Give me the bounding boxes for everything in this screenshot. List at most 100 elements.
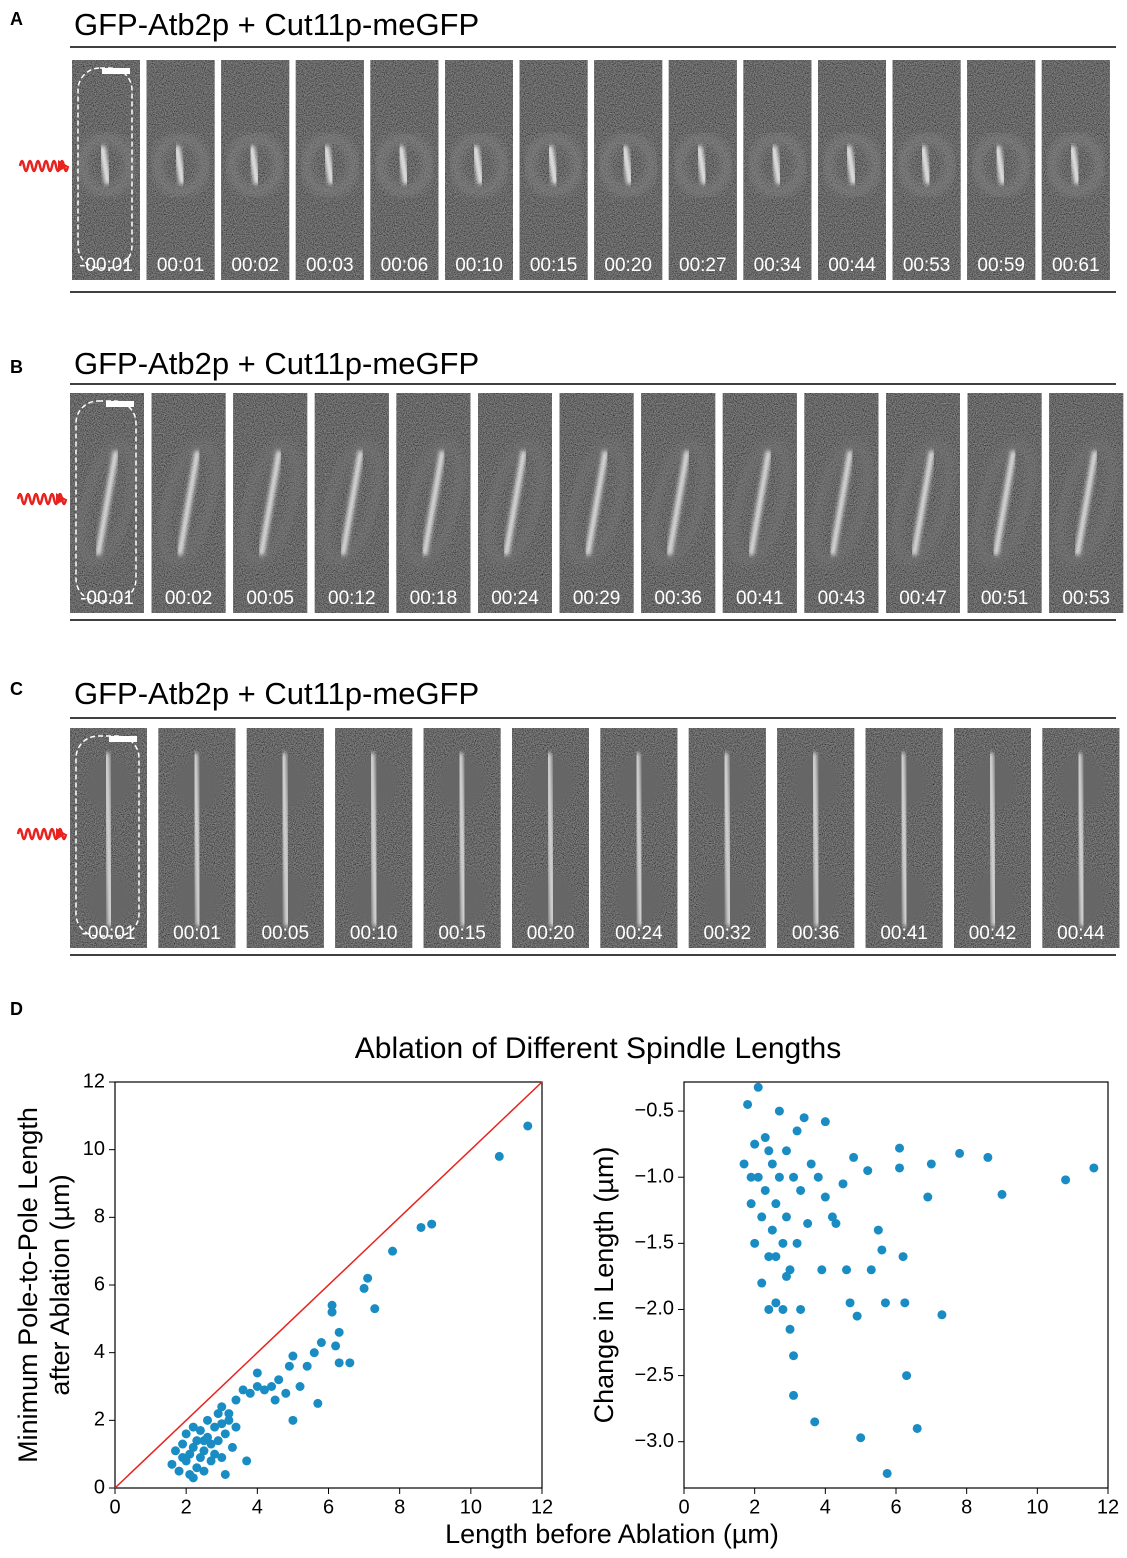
frame: 00:20 <box>512 728 589 948</box>
y-axis-label: Change in Length (µm) <box>589 1147 619 1424</box>
nucleus <box>974 135 1028 195</box>
frame: 00:24 <box>478 393 552 613</box>
timestamp: 00:53 <box>903 255 951 276</box>
spindle <box>546 752 555 927</box>
nucleus <box>404 442 463 564</box>
figure-title: Ablation of Different Spindle Lengths <box>355 1032 841 1065</box>
timestamp: 00:05 <box>262 923 310 944</box>
point <box>199 1466 209 1476</box>
x-tick-label: 4 <box>252 1496 263 1518</box>
point <box>856 1433 866 1443</box>
frame: 00:05 <box>246 728 324 948</box>
spindle <box>994 145 1007 185</box>
frame: 00:05 <box>233 393 308 613</box>
point <box>206 1439 216 1449</box>
point <box>185 1449 195 1459</box>
point <box>288 1415 298 1425</box>
point <box>331 1341 341 1351</box>
point <box>252 1368 262 1378</box>
point <box>192 1463 202 1473</box>
point <box>267 1382 277 1391</box>
point <box>1061 1175 1071 1185</box>
point <box>750 1238 760 1248</box>
point <box>785 1265 795 1275</box>
nucleus <box>975 442 1034 564</box>
point <box>327 1300 337 1310</box>
point <box>199 1436 209 1446</box>
point <box>895 1163 905 1173</box>
point <box>771 1199 781 1209</box>
spindle <box>104 752 113 927</box>
spindle <box>322 145 335 185</box>
point <box>220 1469 230 1479</box>
point <box>210 1449 220 1459</box>
frame: 00:03 <box>295 60 364 280</box>
point <box>416 1222 426 1232</box>
nucleus <box>452 135 506 195</box>
y-axis-label: Minimum Pole-to-Pole Length <box>13 1107 43 1463</box>
point <box>767 1159 777 1169</box>
timestamp: 00:36 <box>654 588 702 609</box>
y-tick-label: 6 <box>94 1273 105 1295</box>
point <box>309 1348 319 1358</box>
frame: 00:53 <box>1049 393 1124 613</box>
timestamp: 00:27 <box>679 255 727 276</box>
x-tick-label: 12 <box>1097 1496 1119 1518</box>
nucleus <box>825 135 879 195</box>
timestamp: 00:29 <box>573 588 621 609</box>
point <box>767 1225 777 1235</box>
point <box>370 1304 380 1314</box>
point <box>242 1456 252 1466</box>
spindle <box>248 145 261 185</box>
spindle <box>1076 752 1086 927</box>
spindle <box>280 752 290 927</box>
timestamp: 00:47 <box>899 588 947 609</box>
spindle <box>1068 145 1081 185</box>
timestamp: 00:61 <box>1052 255 1100 276</box>
point <box>792 1238 802 1248</box>
frame: 00:44 <box>1042 728 1120 948</box>
point <box>898 1252 908 1262</box>
frame: 00:18 <box>396 393 471 613</box>
nucleus <box>894 442 952 564</box>
spindle <box>911 450 935 556</box>
timestamp: 00:34 <box>754 255 802 276</box>
point <box>997 1189 1007 1199</box>
spindle <box>829 450 853 556</box>
scale-bar <box>102 68 130 74</box>
timestamp: 00:43 <box>818 588 866 609</box>
timestamp: 00:20 <box>604 255 652 276</box>
nucleus <box>159 442 218 564</box>
nucleus <box>322 442 381 564</box>
y-tick-label: 8 <box>94 1206 105 1228</box>
nucleus <box>567 442 626 564</box>
point <box>295 1382 305 1391</box>
nucleus <box>676 135 730 195</box>
timestamp: -00:01 <box>79 255 133 276</box>
y-tick-label: −3.0 <box>635 1430 674 1452</box>
point <box>746 1199 756 1209</box>
timestamp: 00:44 <box>1057 923 1105 944</box>
timestamp: 00:01 <box>173 923 221 944</box>
x-tick-label: 8 <box>394 1496 405 1518</box>
frame: 00:10 <box>445 60 513 280</box>
point <box>181 1429 191 1439</box>
nucleus <box>228 135 282 195</box>
nucleus <box>750 135 804 195</box>
point <box>937 1310 947 1320</box>
point <box>170 1446 180 1456</box>
point <box>838 1179 848 1189</box>
timestamp: 00:24 <box>491 588 539 609</box>
plot-frame <box>683 1081 1109 1489</box>
point <box>806 1159 816 1169</box>
timestamp: 00:06 <box>381 255 429 276</box>
frame: 00:51 <box>967 393 1042 613</box>
point <box>827 1212 837 1222</box>
point <box>753 1082 763 1092</box>
point <box>345 1358 355 1368</box>
timestamp: 00:36 <box>792 923 840 944</box>
frame: 00:41 <box>865 728 943 948</box>
point <box>739 1159 749 1169</box>
spindle <box>585 450 609 556</box>
timestamp: 00:44 <box>828 255 876 276</box>
